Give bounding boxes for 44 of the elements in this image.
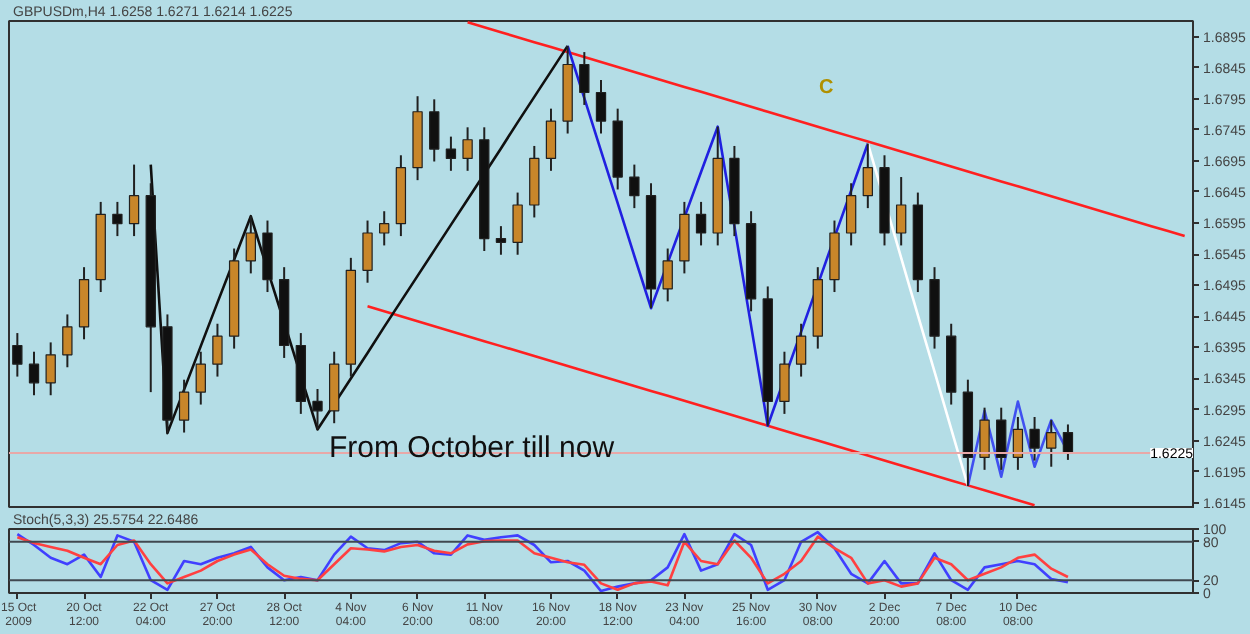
candlestick [245, 215, 256, 275]
candlestick [28, 350, 40, 397]
candlestick [595, 79, 607, 135]
candlestick [512, 191, 523, 256]
candlestick [12, 332, 23, 378]
candlestick [128, 163, 140, 238]
candlestick [629, 163, 640, 210]
candlestick [579, 51, 590, 106]
line-series [566, 44, 870, 427]
line-series [866, 142, 970, 488]
candlestick [379, 210, 390, 247]
candlestick [45, 341, 56, 397]
candlestick [545, 107, 557, 172]
candlestick [212, 322, 223, 378]
candlestick [112, 200, 123, 238]
candlestick [895, 176, 907, 247]
candlestick [445, 135, 457, 172]
candlestick [1012, 415, 1024, 471]
annotation: C [819, 77, 834, 99]
candlestick [62, 313, 73, 369]
candlestick [429, 98, 440, 163]
candlestick [495, 225, 507, 256]
candlestick [979, 406, 990, 471]
candlestick [996, 406, 1007, 471]
candlestick [78, 266, 90, 341]
candlestick [529, 144, 540, 219]
candlestick [829, 219, 840, 294]
candlestick [679, 200, 690, 275]
candlestick [178, 378, 190, 434]
candlestick [462, 126, 473, 172]
annotation: From October till now [329, 431, 615, 465]
candlestick [262, 219, 273, 294]
candlestick [195, 350, 206, 406]
candlestick [1029, 415, 1040, 462]
candlestick [662, 247, 673, 303]
candlestick [795, 322, 807, 378]
candlestick [329, 350, 340, 425]
candlestick [1046, 419, 1057, 468]
line-series [466, 21, 1186, 238]
candlestick [845, 182, 857, 247]
candlestick [862, 142, 873, 210]
candlestick [779, 350, 790, 415]
candlestick [362, 219, 373, 284]
candlestick [695, 200, 707, 247]
